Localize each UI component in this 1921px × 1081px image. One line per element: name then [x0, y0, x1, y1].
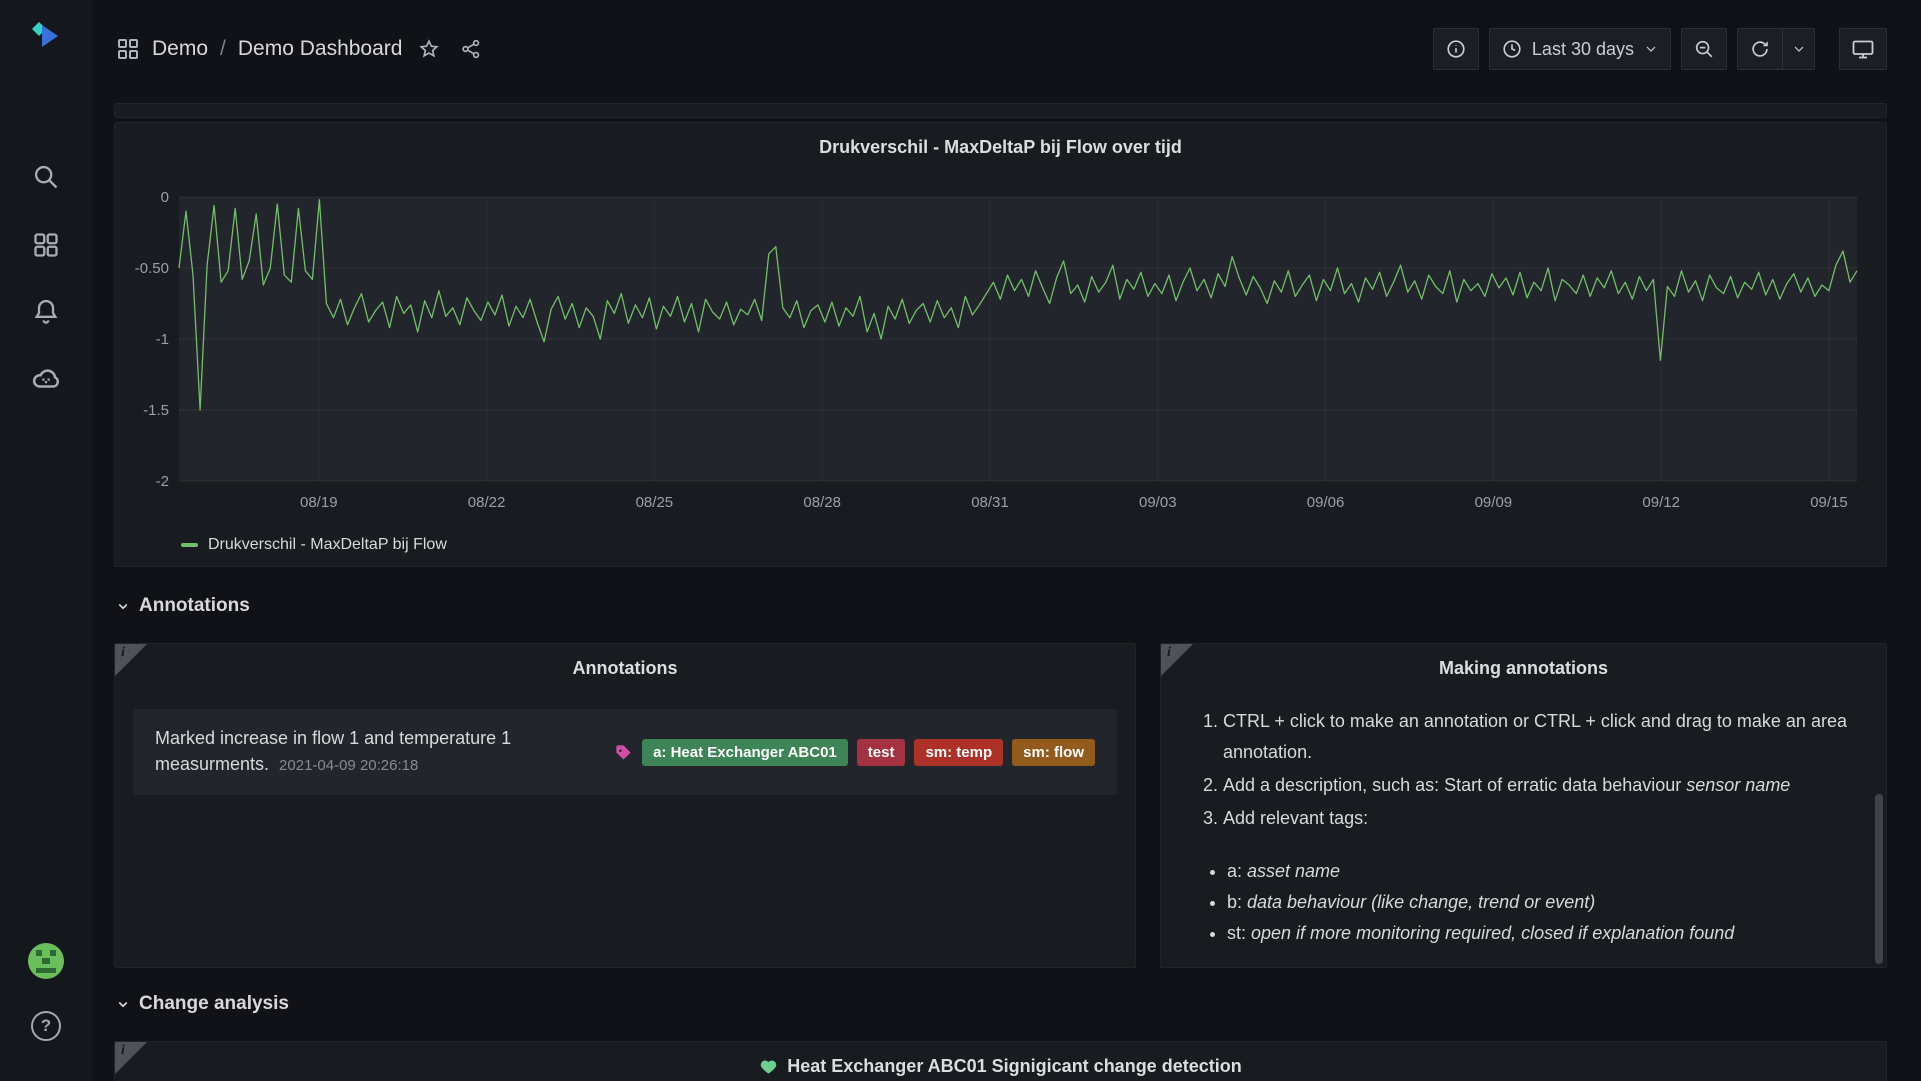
instruction-item: CTRL + click to make an annotation or CT…: [1223, 706, 1856, 768]
sidebar-item-alerting[interactable]: [0, 291, 92, 331]
svg-text:0: 0: [161, 189, 169, 206]
svg-text:-1.5: -1.5: [143, 402, 169, 419]
user-avatar: [28, 943, 64, 979]
zoom-out-icon: [1695, 40, 1713, 58]
kiosk-mode-button[interactable]: [1839, 28, 1887, 70]
share-icon: [462, 39, 480, 59]
annotation-timestamp: 2021-04-09 20:26:18: [279, 757, 419, 774]
breadcrumb-separator: /: [220, 37, 226, 60]
star-icon: [419, 39, 440, 58]
panel-title[interactable]: Making annotations: [1438, 658, 1608, 678]
annotation-tag[interactable]: test: [856, 738, 906, 766]
svg-text:09/03: 09/03: [1139, 494, 1177, 511]
svg-text:-1: -1: [156, 331, 169, 348]
chevron-down-icon: [1646, 46, 1656, 52]
svg-text:08/28: 08/28: [803, 494, 841, 511]
svg-text:09/06: 09/06: [1307, 494, 1345, 511]
tag-legend-list: a: asset nameb: data behaviour (like cha…: [1197, 856, 1856, 949]
info-corner-icon[interactable]: i: [115, 1042, 147, 1074]
apps-icon: [118, 39, 138, 59]
annotation-tag[interactable]: sm: temp: [914, 738, 1004, 766]
panel-title[interactable]: Heat Exchanger ABC01 Signigicant change …: [115, 1056, 1886, 1077]
info-icon: [1447, 40, 1465, 58]
panel-title[interactable]: Annotations: [572, 658, 678, 678]
info-corner-icon[interactable]: i: [1161, 644, 1193, 676]
previous-panel-edge: [114, 103, 1887, 118]
panel-scrollbar[interactable]: [1875, 794, 1883, 964]
nav-actions: Last 30 days: [1432, 28, 1921, 70]
row-toggle-change-analysis[interactable]: Change analysis: [114, 988, 289, 1020]
svg-text:08/19: 08/19: [300, 494, 338, 511]
dashboards-grid-icon: [34, 233, 58, 257]
svg-text:09/15: 09/15: [1810, 494, 1848, 511]
series-swatch: [181, 543, 198, 547]
sidebar-item-cloud[interactable]: [0, 359, 92, 399]
heart-icon: [759, 1057, 778, 1076]
clock-icon: [1503, 40, 1521, 58]
annotation-list-item[interactable]: Marked increase in flow 1 and temperatur…: [133, 709, 1117, 795]
svg-text:08/31: 08/31: [971, 494, 1009, 511]
instruction-item: Add relevant tags:: [1223, 803, 1856, 834]
tag-legend-item: b: data behaviour (like change, trend or…: [1227, 887, 1856, 918]
chevron-down-icon: [1794, 46, 1803, 52]
row-label: Annotations: [139, 595, 250, 616]
refresh-button[interactable]: [1737, 28, 1783, 70]
svg-text:08/22: 08/22: [468, 494, 506, 511]
svg-text:09/12: 09/12: [1642, 494, 1680, 511]
zoom-out-button[interactable]: [1681, 28, 1727, 70]
chevron-down-icon: [118, 603, 128, 610]
annotation-text: Marked increase in flow 1 and temperatur…: [155, 728, 512, 774]
breadcrumb: Demo / Demo Dashboard: [92, 34, 486, 64]
svg-text:09/09: 09/09: [1475, 494, 1513, 511]
row-toggle-annotations[interactable]: Annotations: [114, 590, 250, 622]
sidebar-item-dashboards[interactable]: [0, 225, 92, 265]
timeseries-panel: Drukverschil - MaxDeltaP bij Flow over t…: [114, 122, 1887, 567]
annotations-panel: i Annotations Marked increase in flow 1 …: [114, 643, 1136, 968]
svg-text:08/25: 08/25: [636, 494, 674, 511]
refresh-interval-button[interactable]: [1783, 28, 1815, 70]
breadcrumb-dashboard[interactable]: Demo Dashboard: [237, 37, 403, 60]
timeseries-svg: 0 -0.50 -1 -1.5 -2 08/19 08/22 08/25 08/28 08/31 0…: [135, 189, 1858, 511]
annotation-tag-icon: [614, 743, 633, 762]
org-logo[interactable]: [0, 16, 92, 56]
search-icon: [34, 165, 58, 189]
instruction-item: Add a description, such as: Start of err…: [1223, 770, 1856, 801]
timeseries-chart[interactable]: 0 -0.50 -1 -1.5 -2 08/19 08/22 08/25 08/28 08/31 0…: [115, 187, 1886, 517]
favorite-star-button[interactable]: [414, 34, 444, 64]
series-label: Drukverschil - MaxDeltaP bij Flow: [208, 536, 447, 553]
dashboard-info-button[interactable]: [1432, 28, 1479, 70]
annotation-tag[interactable]: sm: flow: [1012, 738, 1095, 766]
time-range-picker[interactable]: Last 30 days: [1488, 28, 1671, 70]
monitor-icon: [1852, 40, 1874, 59]
row-label: Change analysis: [139, 993, 289, 1014]
refresh-icon: [1752, 41, 1768, 57]
panel-title[interactable]: Drukverschil - MaxDeltaP bij Flow over t…: [819, 137, 1182, 157]
chevron-down-icon: [118, 1001, 128, 1008]
tag-legend-item: a: asset name: [1227, 856, 1856, 887]
instructions-ordered-list: CTRL + click to make an annotation or CT…: [1197, 706, 1856, 834]
instructions-text: CTRL + click to make an annotation or CT…: [1197, 706, 1856, 949]
sidebar-item-help[interactable]: ?: [0, 1006, 92, 1046]
sidebar-item-search[interactable]: [0, 157, 92, 197]
bell-icon: [34, 299, 58, 324]
sidebar-item-profile[interactable]: [0, 941, 92, 981]
top-navbar: Demo / Demo Dashboard Last 30 days: [92, 0, 1921, 98]
sidebar: ?: [0, 0, 92, 1081]
share-button[interactable]: [456, 34, 486, 64]
svg-text:-0.50: -0.50: [135, 260, 169, 277]
making-annotations-panel: i Making annotations CTRL + click to mak…: [1160, 643, 1887, 968]
tag-legend-item: st: open if more monitoring required, cl…: [1227, 918, 1856, 949]
time-range-label: Last 30 days: [1531, 38, 1634, 59]
help-icon: ?: [31, 1011, 61, 1041]
svg-text:-2: -2: [156, 473, 169, 490]
info-corner-icon[interactable]: i: [115, 644, 147, 676]
annotation-tag[interactable]: a: Heat Exchanger ABC01: [642, 738, 848, 766]
cloud-icon: [32, 369, 60, 388]
logo-icon: [32, 22, 58, 47]
breadcrumb-folder[interactable]: Demo: [152, 37, 209, 60]
chart-legend[interactable]: Drukverschil - MaxDeltaP bij Flow: [181, 536, 447, 554]
annotation-tags: a: Heat Exchanger ABC01 test sm: temp sm: f…: [614, 738, 1095, 766]
change-detection-panel: i Heat Exchanger ABC01 Signigicant chang…: [114, 1041, 1887, 1081]
refresh-group: [1737, 28, 1815, 70]
